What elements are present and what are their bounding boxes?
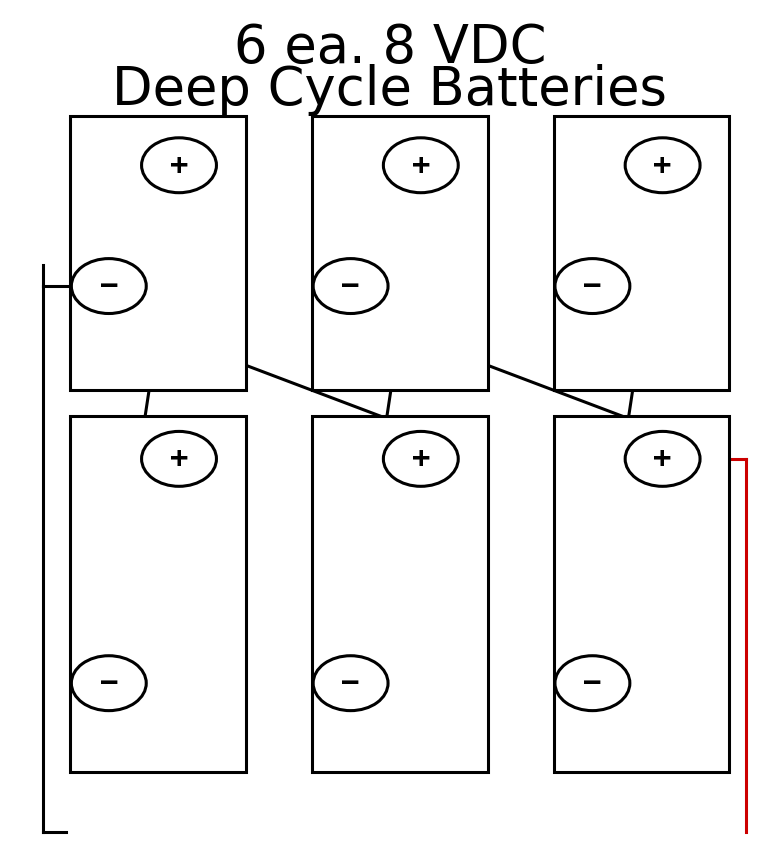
- Text: −: −: [342, 668, 360, 698]
- FancyBboxPatch shape: [70, 116, 246, 390]
- Ellipse shape: [72, 656, 147, 710]
- Ellipse shape: [555, 258, 629, 313]
- FancyBboxPatch shape: [70, 416, 246, 772]
- Text: −: −: [583, 272, 601, 300]
- Ellipse shape: [142, 432, 217, 486]
- Text: +: +: [654, 151, 672, 179]
- Ellipse shape: [384, 138, 459, 193]
- Text: −: −: [342, 272, 360, 300]
- Text: +: +: [654, 444, 672, 474]
- Text: +: +: [412, 151, 430, 179]
- Ellipse shape: [384, 432, 459, 486]
- Text: +: +: [170, 444, 188, 474]
- FancyBboxPatch shape: [312, 116, 488, 390]
- Text: Deep Cycle Batteries: Deep Cycle Batteries: [112, 64, 668, 117]
- Ellipse shape: [314, 258, 388, 313]
- Ellipse shape: [142, 138, 217, 193]
- Ellipse shape: [72, 258, 147, 313]
- Text: +: +: [170, 151, 188, 179]
- Text: 6 ea. 8 VDC: 6 ea. 8 VDC: [234, 21, 546, 74]
- Text: +: +: [412, 444, 430, 474]
- Text: −: −: [100, 668, 118, 698]
- Text: −: −: [100, 272, 118, 300]
- FancyBboxPatch shape: [554, 116, 729, 390]
- Ellipse shape: [625, 138, 700, 193]
- Ellipse shape: [625, 432, 700, 486]
- FancyBboxPatch shape: [312, 416, 488, 772]
- FancyBboxPatch shape: [554, 416, 729, 772]
- Ellipse shape: [555, 656, 629, 710]
- Ellipse shape: [314, 656, 388, 710]
- Text: −: −: [583, 668, 601, 698]
